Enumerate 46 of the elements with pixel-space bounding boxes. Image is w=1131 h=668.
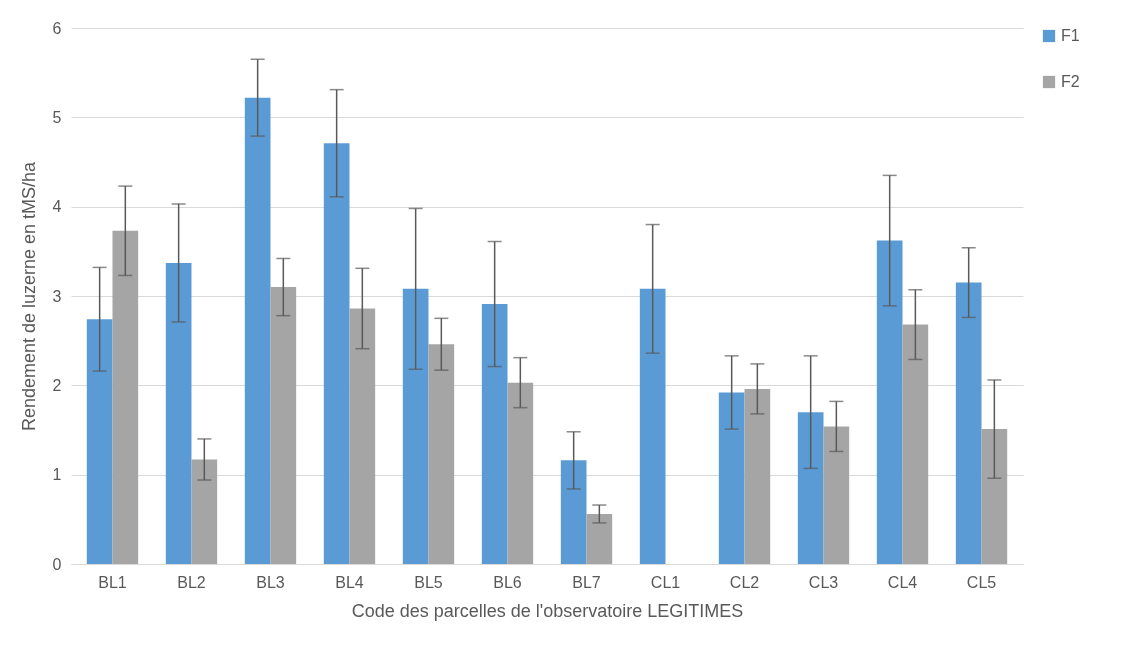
bar (797, 412, 824, 564)
bar (507, 382, 534, 564)
bar (639, 288, 666, 564)
y-tick-label: 4 (52, 198, 62, 216)
bar (323, 143, 350, 564)
x-tick-label: BL6 (493, 573, 522, 591)
y-tick-label: 1 (52, 466, 62, 484)
y-tick-label: 2 (52, 376, 62, 394)
bar (481, 304, 508, 564)
bar (744, 388, 771, 564)
x-tick-label: BL1 (98, 573, 127, 591)
bar (112, 230, 139, 564)
bar (823, 426, 850, 564)
y-tick-label: 6 (52, 19, 62, 37)
x-axis-title: Code des parcelles de l'observatoire LEGITIMES (351, 600, 744, 621)
x-tick-label: BL3 (256, 573, 285, 591)
x-tick-label: CL2 (729, 573, 760, 591)
legend-label: F2 (1061, 73, 1080, 90)
x-tick-label: BL2 (177, 573, 206, 591)
bar (981, 429, 1008, 564)
x-tick-label: BL5 (414, 573, 443, 591)
y-tick-label: 3 (52, 287, 62, 305)
x-tick-label: CL1 (650, 573, 681, 591)
y-axis-title: Rendement de luzerne en tMS/ha (18, 160, 39, 432)
bar (876, 240, 903, 564)
bar (349, 308, 376, 564)
x-tick-label: BL7 (572, 573, 601, 591)
x-tick-label: BL4 (335, 573, 364, 591)
bar (718, 392, 745, 564)
bar (428, 344, 455, 564)
x-tick-label: CL5 (966, 573, 997, 591)
bar (270, 287, 297, 564)
bar (244, 97, 271, 564)
bar (902, 324, 929, 564)
y-tick-label: 5 (52, 108, 62, 126)
bar (165, 262, 192, 564)
bar (402, 288, 429, 564)
bar (86, 319, 113, 564)
bar (586, 513, 613, 564)
bar (560, 460, 587, 564)
x-tick-label: CL3 (808, 573, 839, 591)
legend-label: F1 (1061, 27, 1080, 44)
y-tick-label: 0 (52, 555, 62, 573)
bar (191, 459, 218, 564)
bar (955, 282, 982, 564)
x-tick-label: CL4 (887, 573, 918, 591)
